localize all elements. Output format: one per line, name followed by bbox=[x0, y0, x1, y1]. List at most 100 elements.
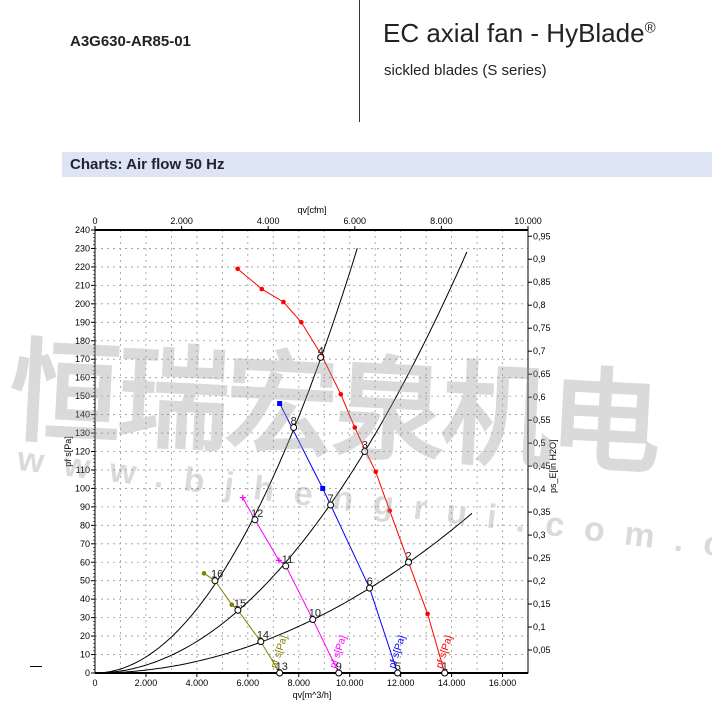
fan-curve bbox=[203, 572, 281, 674]
y2-tick-label: 0,9 bbox=[533, 254, 546, 264]
operating-point bbox=[366, 584, 374, 592]
x-tick-label: 8.000 bbox=[287, 678, 310, 688]
data-point bbox=[373, 469, 378, 475]
y-tick-label: 120 bbox=[75, 447, 90, 457]
y-axis-label: pf s[Pa] bbox=[63, 436, 73, 467]
y2-tick-label: 0,5 bbox=[533, 438, 546, 448]
operating-point-label: 10 bbox=[309, 607, 321, 619]
y-tick-label: 30 bbox=[80, 613, 90, 623]
data-point bbox=[338, 391, 344, 397]
operating-point bbox=[211, 577, 219, 585]
data-point bbox=[229, 602, 235, 608]
operating-point bbox=[234, 606, 242, 614]
operating-point-label: 12 bbox=[251, 508, 263, 520]
data-point bbox=[281, 299, 286, 305]
y-tick-label: 0 bbox=[85, 668, 90, 678]
x2-tick-label: 0 bbox=[92, 216, 97, 226]
y2-tick-label: 0,7 bbox=[533, 346, 546, 356]
system-curve bbox=[95, 247, 358, 674]
operating-point-label: 15 bbox=[234, 598, 246, 610]
data-point bbox=[235, 266, 240, 272]
y2-tick-label: 0,4 bbox=[533, 484, 546, 494]
x2-tick-label: 8.000 bbox=[430, 216, 453, 226]
y-tick-label: 50 bbox=[80, 576, 90, 586]
header-divider bbox=[359, 0, 360, 122]
fan-curve bbox=[279, 403, 399, 674]
y-tick-label: 110 bbox=[76, 465, 90, 475]
fan-curve bbox=[242, 497, 340, 674]
y2-tick-label: 0,65 bbox=[533, 369, 551, 379]
operating-point bbox=[257, 638, 265, 646]
data-point bbox=[425, 611, 430, 617]
y-tick-label: 70 bbox=[80, 539, 90, 549]
y2-tick-label: 0,15 bbox=[533, 599, 551, 609]
y-tick-label: 40 bbox=[80, 594, 90, 604]
operating-point bbox=[335, 669, 343, 677]
x-tick-label: 0 bbox=[92, 678, 97, 688]
x-tick-label: 16.000 bbox=[489, 678, 517, 688]
x-axis-label: qv[m^3/h] bbox=[293, 690, 332, 700]
y2-tick-label: 0,55 bbox=[533, 415, 551, 425]
operating-point-label: 6 bbox=[367, 576, 373, 588]
x-tick-label: 14.000 bbox=[438, 678, 466, 688]
operating-point bbox=[441, 669, 449, 677]
y-tick-label: 60 bbox=[80, 557, 90, 567]
section-header: Charts: Air flow 50 Hz bbox=[62, 152, 712, 177]
data-point bbox=[275, 557, 282, 564]
y2-tick-label: 0,35 bbox=[533, 507, 551, 517]
data-point bbox=[201, 571, 207, 576]
y-tick-label: 80 bbox=[80, 520, 90, 530]
x-tick-label: 12.000 bbox=[387, 678, 415, 688]
operating-point-label: 5 bbox=[395, 661, 401, 673]
y-tick-label: 190 bbox=[75, 317, 90, 327]
y-tick-label: 90 bbox=[80, 502, 90, 512]
y-tick-label: 150 bbox=[75, 391, 90, 401]
operating-point-label: 14 bbox=[257, 630, 269, 642]
operating-point-label: 4 bbox=[318, 345, 324, 357]
operating-point bbox=[317, 353, 325, 361]
operating-point bbox=[276, 669, 284, 677]
y-tick-label: 180 bbox=[75, 336, 90, 346]
product-subtitle: sickled blades (S series) bbox=[384, 62, 547, 79]
x2-tick-label: 2.000 bbox=[170, 216, 193, 226]
operating-point bbox=[405, 558, 413, 566]
y2-tick-label: 0,8 bbox=[533, 300, 546, 310]
fan-curve bbox=[237, 268, 446, 674]
operating-point bbox=[282, 562, 290, 570]
y-tick-label: 240 bbox=[75, 225, 90, 235]
y-tick-label: 160 bbox=[75, 373, 90, 383]
x2-axis-label: qv[cfm] bbox=[297, 205, 326, 215]
y-tick-label: 210 bbox=[75, 280, 90, 290]
y2-tick-label: 0,2 bbox=[533, 576, 546, 586]
data-point bbox=[320, 485, 326, 491]
data-point bbox=[239, 494, 246, 501]
operating-point-label: 11 bbox=[282, 554, 293, 566]
operating-point-label: 8 bbox=[291, 416, 297, 428]
x-tick-label: 2.000 bbox=[135, 678, 158, 688]
operating-point-label: 1 bbox=[442, 661, 448, 673]
x2-tick-label: 6.000 bbox=[344, 216, 367, 226]
x2-tick-label: 4.000 bbox=[257, 216, 280, 226]
data-point bbox=[277, 401, 283, 407]
operating-point bbox=[327, 501, 335, 509]
operating-point-label: 13 bbox=[276, 661, 288, 673]
margin-mark bbox=[30, 666, 42, 667]
operating-point bbox=[361, 448, 369, 455]
operating-point bbox=[290, 424, 298, 432]
y-tick-label: 220 bbox=[75, 262, 90, 272]
y-tick-label: 20 bbox=[80, 631, 90, 641]
x2-tick-label: 10.000 bbox=[514, 216, 542, 226]
y2-tick-label: 0,75 bbox=[533, 323, 551, 333]
x-tick-label: 10.000 bbox=[336, 678, 364, 688]
operating-point bbox=[251, 516, 259, 524]
operating-point-label: 9 bbox=[336, 661, 342, 673]
data-point bbox=[352, 425, 358, 430]
operating-point-label: 7 bbox=[328, 493, 334, 505]
y-tick-label: 130 bbox=[75, 428, 90, 438]
y-tick-label: 170 bbox=[75, 354, 90, 364]
y2-tick-label: 0,05 bbox=[533, 645, 551, 655]
section-title: Charts: Air flow 50 Hz bbox=[70, 156, 225, 173]
y2-tick-label: 0,25 bbox=[533, 553, 551, 563]
x-tick-label: 6.000 bbox=[237, 678, 260, 688]
